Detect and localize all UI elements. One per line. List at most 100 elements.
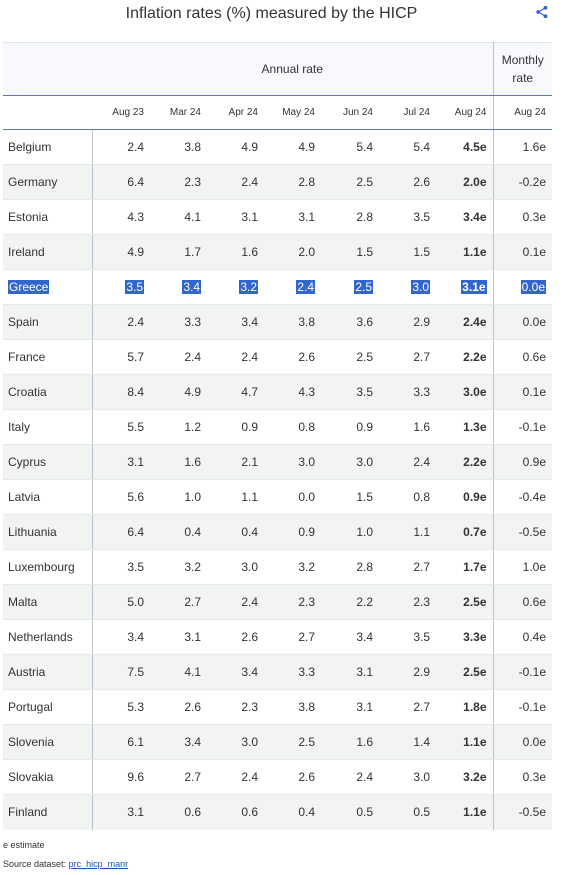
cell-value: 2.4 bbox=[241, 770, 258, 784]
annual-rate-cell: 5.5 bbox=[92, 409, 150, 445]
cell-value: 7.5 bbox=[127, 665, 144, 679]
annual-rate-cell: 5.4 bbox=[321, 129, 379, 165]
annual-rate-cell: 1.2 bbox=[150, 409, 207, 445]
cell-value: 3.4 bbox=[356, 630, 373, 644]
share-icon[interactable] bbox=[535, 5, 549, 19]
annual-rate-cell: 0.4 bbox=[207, 514, 264, 550]
annual-rate-cell: 3.1 bbox=[92, 444, 150, 480]
annual-rate-cell: 2.4 bbox=[207, 164, 264, 200]
cell-value: 1.7e bbox=[463, 560, 487, 574]
annual-rate-cell: 0.6 bbox=[150, 794, 207, 830]
annual-rate-cell: 2.7 bbox=[150, 584, 207, 620]
cell-value: 0.0e bbox=[522, 735, 546, 749]
cell-value: 2.4 bbox=[296, 280, 315, 294]
cell-value: 2.7 bbox=[184, 770, 201, 784]
cell-value: 2.7 bbox=[413, 350, 430, 364]
annual-rate-cell: 2.5 bbox=[321, 164, 379, 200]
cell-value: 2.6 bbox=[184, 700, 201, 714]
annual-rate-cell: 1.7 bbox=[150, 234, 207, 270]
cell-value: 1.2 bbox=[184, 420, 201, 434]
annual-rate-cell: 1.4 bbox=[379, 724, 436, 760]
cell-value: 3.1e bbox=[461, 280, 487, 294]
annual-rate-cell: 3.8 bbox=[150, 129, 207, 165]
cell-value: 2.5 bbox=[356, 175, 373, 189]
cell-value: 2.7 bbox=[413, 700, 430, 714]
annual-rate-cell: 1.1 bbox=[207, 479, 264, 515]
cell-value: 2.6 bbox=[298, 770, 315, 784]
source-dataset-link[interactable]: prc_hicp_manr bbox=[68, 859, 129, 869]
annual-rate-cell: 0.6 bbox=[207, 794, 264, 830]
annual-rate-cell: 4.9 bbox=[92, 234, 150, 270]
annual-rate-cell: 2.4 bbox=[207, 339, 264, 375]
table-row: Malta 5.0 2.7 2.4 2.3 2.2 2.3 2.5e 0.6e bbox=[3, 584, 552, 620]
cell-value: 2.7 bbox=[184, 595, 201, 609]
country-cell: Luxembourg bbox=[3, 549, 93, 585]
country-cell: France bbox=[3, 339, 93, 375]
annual-rate-cell: 3.2e bbox=[436, 759, 494, 795]
annual-rate-cell: 1.5 bbox=[379, 234, 436, 270]
annual-rate-cell: 2.2e bbox=[436, 339, 494, 375]
country-cell: Belgium bbox=[3, 129, 93, 165]
annual-rate-cell: 3.1 bbox=[207, 199, 264, 235]
cell-value: 2.4 bbox=[241, 350, 258, 364]
table-row: Germany 6.4 2.3 2.4 2.8 2.5 2.6 2.0e -0.2e bbox=[3, 164, 552, 200]
annual-rate-cell: 1.6 bbox=[207, 234, 264, 270]
cell-value: 2.2e bbox=[463, 455, 487, 469]
country-cell: Lithuania bbox=[3, 514, 93, 550]
cell-value: 1.6 bbox=[413, 420, 430, 434]
annual-rate-header: Annual rate bbox=[92, 42, 494, 96]
country-label: Slovakia bbox=[8, 770, 54, 784]
country-cell: Croatia bbox=[3, 374, 93, 410]
annual-rate-cell: 2.3 bbox=[207, 689, 264, 725]
country-cell: Cyprus bbox=[3, 444, 93, 480]
cell-value: 1.6 bbox=[184, 455, 201, 469]
annual-rate-cell: 2.5 bbox=[321, 269, 379, 305]
annual-rate-cell: 5.7 bbox=[92, 339, 150, 375]
cell-value: 5.6 bbox=[127, 490, 144, 504]
table-row: Spain 2.4 3.3 3.4 3.8 3.6 2.9 2.4e 0.0e bbox=[3, 304, 552, 340]
country-label: Spain bbox=[8, 315, 39, 329]
country-cell: Austria bbox=[3, 654, 93, 690]
period-header: Jun 24 bbox=[321, 95, 379, 130]
cell-value: 3.1 bbox=[356, 665, 373, 679]
cell-value: 5.3 bbox=[127, 700, 144, 714]
cell-value: 6.4 bbox=[127, 175, 144, 189]
annual-rate-cell: 0.9 bbox=[264, 514, 321, 550]
cell-value: 1.6e bbox=[522, 140, 546, 154]
annual-rate-cell: 0.8 bbox=[379, 479, 436, 515]
annual-rate-cell: 3.1 bbox=[321, 654, 379, 690]
cell-value: 3.2 bbox=[239, 280, 258, 294]
cell-value: 2.8 bbox=[356, 560, 373, 574]
cell-value: 3.2 bbox=[298, 560, 315, 574]
annual-rate-cell: 3.5 bbox=[379, 199, 436, 235]
cell-value: 3.5 bbox=[127, 560, 144, 574]
annual-rate-cell: 4.3 bbox=[92, 199, 150, 235]
annual-rate-cell: 5.0 bbox=[92, 584, 150, 620]
monthly-rate-cell: 0.9e bbox=[493, 444, 552, 480]
cell-value: 2.2e bbox=[463, 350, 487, 364]
annual-rate-cell: 0.9 bbox=[321, 409, 379, 445]
cell-value: 0.4 bbox=[184, 525, 201, 539]
cell-value: 3.3 bbox=[413, 385, 430, 399]
cell-value: 0.3e bbox=[522, 210, 546, 224]
cell-value: 0.6 bbox=[241, 805, 258, 820]
cell-value: 4.7 bbox=[241, 385, 258, 399]
cell-value: 3.8 bbox=[298, 315, 315, 329]
cell-value: 0.9 bbox=[241, 420, 258, 434]
cell-value: 3.6 bbox=[356, 315, 373, 329]
monthly-period-header: Aug 24 bbox=[493, 95, 552, 130]
country-label: Austria bbox=[8, 665, 46, 679]
table-row: Lithuania 6.4 0.4 0.4 0.9 1.0 1.1 0.7e -0.5e bbox=[3, 514, 552, 550]
annual-rate-cell: 3.4 bbox=[207, 304, 264, 340]
cell-value: 2.7 bbox=[413, 560, 430, 574]
cell-value: 4.9 bbox=[298, 140, 315, 154]
annual-rate-cell: 4.7 bbox=[207, 374, 264, 410]
cell-value: 0.8 bbox=[413, 490, 430, 504]
cell-value: 2.8 bbox=[356, 210, 373, 224]
annual-rate-cell: 3.8 bbox=[264, 304, 321, 340]
annual-rate-cell: 9.6 bbox=[92, 759, 150, 795]
annual-rate-cell: 3.3 bbox=[150, 304, 207, 340]
period-header: Aug 24 bbox=[436, 95, 494, 130]
annual-rate-cell: 4.9 bbox=[264, 129, 321, 165]
annual-rate-cell: 1.6 bbox=[321, 724, 379, 760]
